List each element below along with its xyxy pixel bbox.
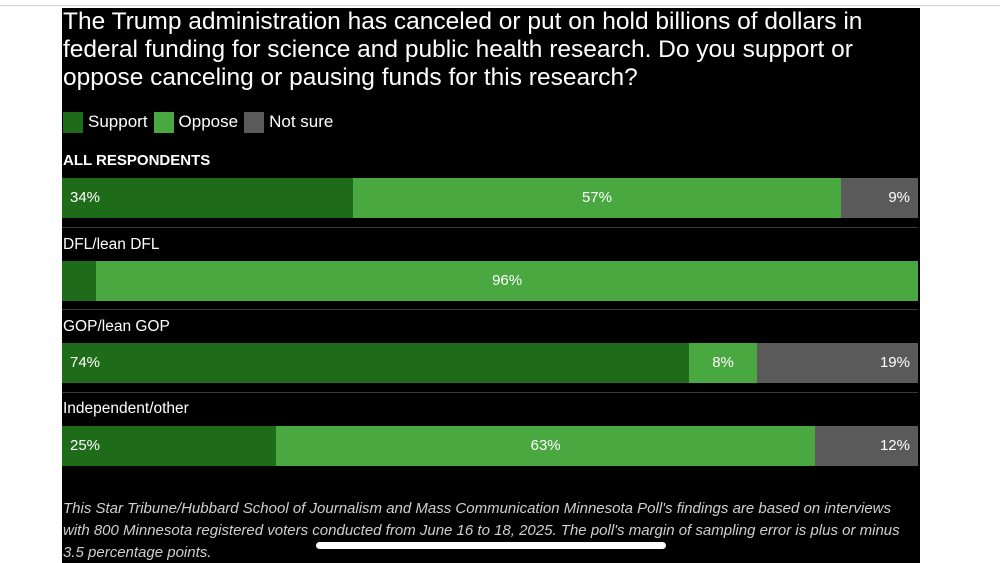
bar-segment-support xyxy=(62,261,97,301)
chart-card: The Trump administration has canceled or… xyxy=(62,8,920,563)
group-label-independent-other: Independent/other xyxy=(63,400,189,417)
row-divider xyxy=(62,392,918,393)
legend: Support Oppose Not sure xyxy=(63,111,339,133)
group-label-all-respondents: ALL RESPONDENTS xyxy=(63,152,211,169)
legend-swatch-oppose xyxy=(153,111,174,133)
legend-label-not-sure: Not sure xyxy=(269,112,334,131)
legend-swatch-support xyxy=(63,111,83,133)
bar-segment-not-sure xyxy=(815,426,918,466)
bar-segment-not-sure xyxy=(756,343,918,383)
data-label-support: 34% xyxy=(70,189,101,206)
data-label-oppose: 57% xyxy=(581,189,612,206)
legend-label-oppose: Oppose xyxy=(178,112,239,131)
legend-item-support: Support xyxy=(63,111,148,133)
data-label-support: 25% xyxy=(70,437,101,454)
data-label-support: 74% xyxy=(70,354,101,371)
bar-segment-oppose xyxy=(96,261,918,301)
bar-segment-support xyxy=(62,178,354,218)
bar-independent-other: 25% 63% 12% xyxy=(62,426,918,466)
legend-swatch-not-sure xyxy=(244,111,265,133)
legend-item-oppose: Oppose xyxy=(153,111,239,133)
group-label-gop-lean-gop: GOP/lean GOP xyxy=(63,318,170,335)
bar-segment-oppose xyxy=(353,178,841,218)
data-label-oppose: 8% xyxy=(712,354,734,371)
data-label-not-sure: 19% xyxy=(879,354,910,371)
data-label-oppose: 63% xyxy=(530,437,561,454)
bar-segment-oppose xyxy=(276,426,816,466)
data-label-oppose: 96% xyxy=(492,272,523,289)
row-divider xyxy=(62,227,918,228)
bar-segment-support xyxy=(62,343,690,383)
group-label-dfl-lean-dfl: DFL/lean DFL xyxy=(63,236,160,253)
bar-segment-support xyxy=(62,426,276,466)
footnote: This Star Tribune/Hubbard School of Jour… xyxy=(63,500,900,561)
bar-all-respondents: 34% 57% 9% xyxy=(62,178,918,218)
bar-gop-lean-gop: 74% 8% 19% xyxy=(62,343,918,383)
top-rule xyxy=(0,5,1000,6)
chart-title: The Trump administration has canceled or… xyxy=(63,8,863,91)
home-indicator[interactable] xyxy=(316,542,666,549)
legend-item-not-sure: Not sure xyxy=(244,111,334,133)
bar-segment-oppose xyxy=(689,343,757,383)
row-divider xyxy=(62,309,918,310)
legend-label-support: Support xyxy=(88,112,148,131)
bar-segment-not-sure xyxy=(840,178,918,218)
data-label-not-sure: 12% xyxy=(879,437,910,454)
data-label-not-sure: 9% xyxy=(888,189,910,206)
bar-dfl-lean-dfl: 96% xyxy=(62,261,918,301)
